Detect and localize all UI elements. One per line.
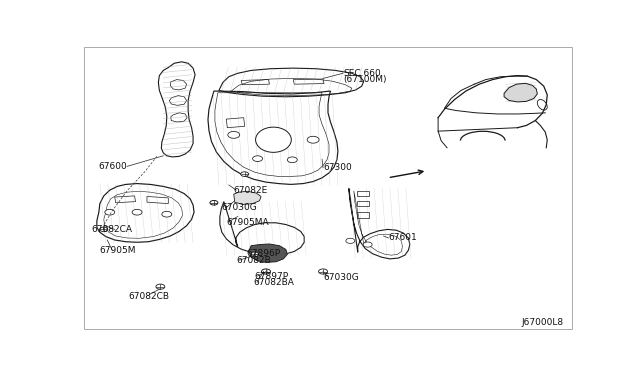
Text: 67905MA: 67905MA xyxy=(227,218,269,227)
Circle shape xyxy=(162,211,172,217)
Text: 67601: 67601 xyxy=(388,234,417,243)
Text: 67905M: 67905M xyxy=(100,246,136,255)
Text: 67300: 67300 xyxy=(323,163,352,172)
Text: (67100M): (67100M) xyxy=(343,75,387,84)
Bar xyxy=(356,201,369,206)
Circle shape xyxy=(228,131,240,138)
Circle shape xyxy=(346,238,355,243)
Bar xyxy=(356,191,369,196)
Circle shape xyxy=(253,156,262,161)
Text: 67082CB: 67082CB xyxy=(129,292,170,301)
Circle shape xyxy=(287,157,297,163)
Circle shape xyxy=(251,252,259,257)
Polygon shape xyxy=(249,244,287,262)
Text: 67082CA: 67082CA xyxy=(91,225,132,234)
Text: SEC.660: SEC.660 xyxy=(343,69,381,78)
Polygon shape xyxy=(504,83,538,102)
Bar xyxy=(356,212,369,218)
Text: J67000L8: J67000L8 xyxy=(522,318,564,327)
Circle shape xyxy=(105,209,115,215)
Text: 67030G: 67030G xyxy=(323,273,359,282)
Text: 67082BA: 67082BA xyxy=(253,279,294,288)
Circle shape xyxy=(307,136,319,143)
Circle shape xyxy=(364,242,372,247)
Circle shape xyxy=(262,269,271,274)
Circle shape xyxy=(100,227,108,232)
Text: 67082E: 67082E xyxy=(234,186,268,195)
Text: 67030G: 67030G xyxy=(221,203,257,212)
Circle shape xyxy=(156,284,165,289)
Circle shape xyxy=(319,269,328,274)
Circle shape xyxy=(132,209,142,215)
Text: 67896P: 67896P xyxy=(246,249,280,258)
Ellipse shape xyxy=(255,127,291,153)
Polygon shape xyxy=(234,191,261,205)
Circle shape xyxy=(210,201,218,205)
Text: 67082B: 67082B xyxy=(236,256,271,265)
Circle shape xyxy=(241,172,248,176)
Text: 67600: 67600 xyxy=(99,162,127,171)
Text: 67897P: 67897P xyxy=(255,272,289,281)
